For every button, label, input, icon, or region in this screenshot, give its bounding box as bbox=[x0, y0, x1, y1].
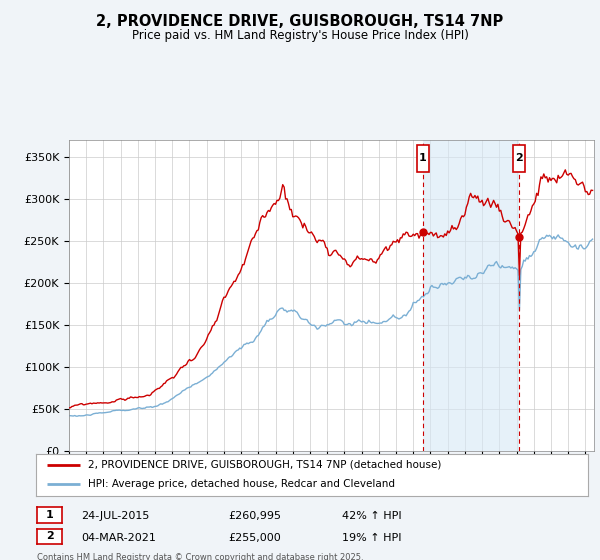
Text: 24-JUL-2015: 24-JUL-2015 bbox=[81, 511, 149, 521]
Bar bbox=[423, 140, 520, 451]
Text: Contains HM Land Registry data © Crown copyright and database right 2025.
This d: Contains HM Land Registry data © Crown c… bbox=[37, 553, 364, 560]
Text: 2, PROVIDENCE DRIVE, GUISBOROUGH, TS14 7NP (detached house): 2, PROVIDENCE DRIVE, GUISBOROUGH, TS14 7… bbox=[88, 460, 442, 470]
Text: 1: 1 bbox=[46, 510, 53, 520]
Text: £255,000: £255,000 bbox=[228, 533, 281, 543]
Text: HPI: Average price, detached house, Redcar and Cleveland: HPI: Average price, detached house, Redc… bbox=[88, 479, 395, 489]
Text: 2, PROVIDENCE DRIVE, GUISBOROUGH, TS14 7NP: 2, PROVIDENCE DRIVE, GUISBOROUGH, TS14 7… bbox=[97, 14, 503, 29]
Text: 42% ↑ HPI: 42% ↑ HPI bbox=[342, 511, 401, 521]
Text: Price paid vs. HM Land Registry's House Price Index (HPI): Price paid vs. HM Land Registry's House … bbox=[131, 29, 469, 42]
FancyBboxPatch shape bbox=[417, 145, 429, 172]
Text: 04-MAR-2021: 04-MAR-2021 bbox=[81, 533, 156, 543]
Text: 1: 1 bbox=[419, 153, 427, 164]
Text: 2: 2 bbox=[515, 153, 523, 164]
FancyBboxPatch shape bbox=[514, 145, 526, 172]
Text: 19% ↑ HPI: 19% ↑ HPI bbox=[342, 533, 401, 543]
Text: 2: 2 bbox=[46, 531, 53, 542]
Text: £260,995: £260,995 bbox=[228, 511, 281, 521]
